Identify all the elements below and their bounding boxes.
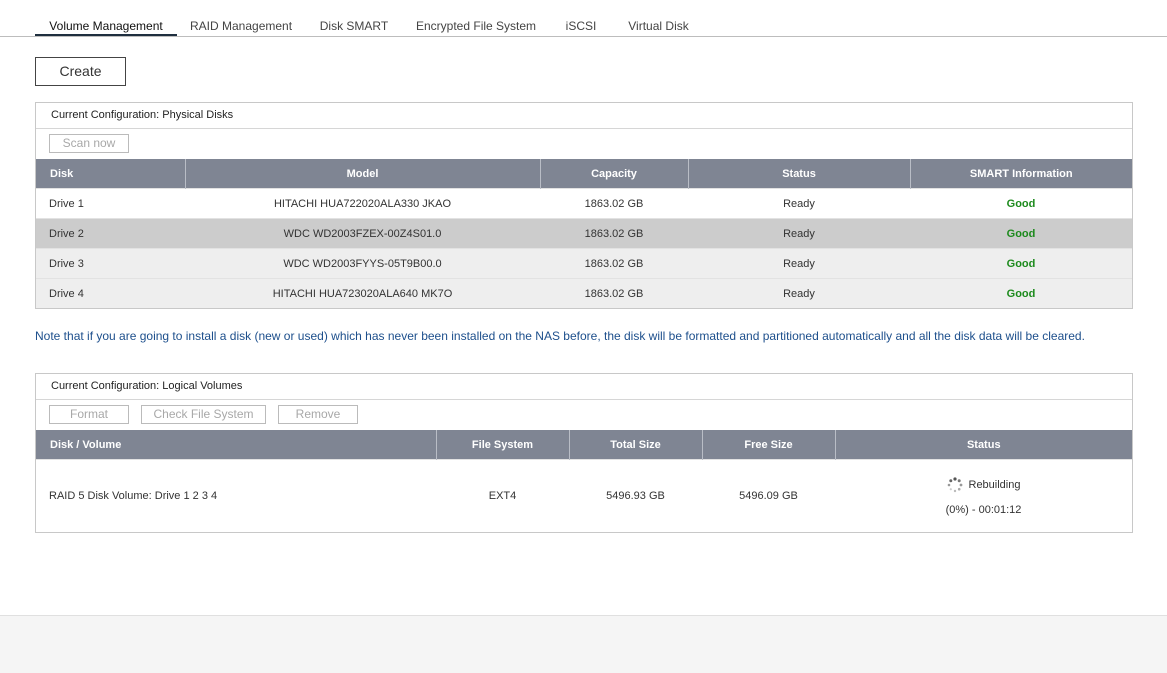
tab-raid-management[interactable]: RAID Management bbox=[190, 19, 293, 33]
column-header-smart[interactable]: SMART Information bbox=[909, 159, 1132, 189]
table-header-row: Disk Model Capacity Status SMART Informa… bbox=[36, 159, 1132, 189]
file-system-cell: EXT4 bbox=[436, 459, 569, 532]
logical-volumes-toolbar: Format Check File System Remove bbox=[36, 400, 1132, 430]
capacity-cell: 1863.02 GB bbox=[540, 278, 688, 308]
rebuild-progress: (0%) - 00:01:12 bbox=[945, 503, 1022, 516]
column-header-volume-status[interactable]: Status bbox=[834, 430, 1132, 460]
table-row[interactable]: RAID 5 Disk Volume: Drive 1 2 3 4 EXT4 5… bbox=[36, 459, 1132, 532]
model-cell: WDC WD2003FYYS-05T9B00.0 bbox=[185, 248, 540, 279]
disk-cell: Drive 2 bbox=[36, 218, 185, 249]
model-cell: HITACHI HUA722020ALA330 JKAO bbox=[185, 188, 540, 219]
smart-cell: Good bbox=[910, 188, 1132, 219]
footer-bar bbox=[0, 615, 1167, 673]
logical-volumes-panel: Current Configuration: Logical Volumes F… bbox=[35, 373, 1133, 533]
scan-now-button[interactable]: Scan now bbox=[49, 134, 129, 153]
smart-cell: Good bbox=[910, 218, 1132, 249]
create-button[interactable]: Create bbox=[35, 57, 126, 86]
column-header-total-size[interactable]: Total Size bbox=[568, 430, 702, 460]
table-row[interactable]: Drive 2 WDC WD2003FZEX-00Z4S01.0 1863.02… bbox=[36, 218, 1132, 249]
format-warning-note: Note that if you are going to install a … bbox=[35, 329, 1085, 343]
table-row[interactable]: Drive 4 HITACHI HUA723020ALA640 MK7O 186… bbox=[36, 278, 1132, 308]
smart-cell: Good bbox=[910, 248, 1132, 279]
tab-disk-smart[interactable]: Disk SMART bbox=[319, 19, 389, 33]
physical-disks-toolbar: Scan now bbox=[36, 129, 1132, 159]
free-size-cell: 5496.09 GB bbox=[702, 459, 835, 532]
volume-cell: RAID 5 Disk Volume: Drive 1 2 3 4 bbox=[36, 459, 436, 532]
status-cell: Ready bbox=[688, 218, 910, 249]
tab-virtual-disk[interactable]: Virtual Disk bbox=[628, 19, 689, 33]
model-cell: HITACHI HUA723020ALA640 MK7O bbox=[185, 278, 540, 308]
rebuild-status-label: Rebuilding bbox=[968, 478, 1021, 491]
tab-iscsi[interactable]: iSCSI bbox=[565, 19, 597, 33]
column-header-volume[interactable]: Disk / Volume bbox=[36, 430, 436, 460]
rebuild-status: Rebuilding bbox=[947, 476, 1021, 493]
column-header-file-system[interactable]: File System bbox=[435, 430, 569, 460]
table-row[interactable]: Drive 1 HITACHI HUA722020ALA330 JKAO 186… bbox=[36, 188, 1132, 219]
status-cell: Ready bbox=[688, 278, 910, 308]
column-header-disk[interactable]: Disk bbox=[36, 159, 185, 189]
capacity-cell: 1863.02 GB bbox=[540, 218, 688, 249]
disk-cell: Drive 3 bbox=[36, 248, 185, 279]
disk-cell: Drive 4 bbox=[36, 278, 185, 308]
physical-disks-table: Disk Model Capacity Status SMART Informa… bbox=[36, 159, 1132, 308]
table-row[interactable]: Drive 3 WDC WD2003FYYS-05T9B00.0 1863.02… bbox=[36, 248, 1132, 279]
table-header-row: Disk / Volume File System Total Size Fre… bbox=[36, 430, 1132, 460]
physical-disks-title: Current Configuration: Physical Disks bbox=[36, 103, 1132, 129]
model-cell: WDC WD2003FZEX-00Z4S01.0 bbox=[185, 218, 540, 249]
column-header-free-size[interactable]: Free Size bbox=[701, 430, 835, 460]
tab-bar: Volume Management RAID Management Disk S… bbox=[0, 0, 1167, 37]
remove-button[interactable]: Remove bbox=[278, 405, 358, 424]
total-size-cell: 5496.93 GB bbox=[569, 459, 702, 532]
status-cell: Ready bbox=[688, 248, 910, 279]
status-cell: Ready bbox=[688, 188, 910, 219]
capacity-cell: 1863.02 GB bbox=[540, 248, 688, 279]
format-button[interactable]: Format bbox=[49, 405, 129, 424]
tab-volume-management[interactable]: Volume Management bbox=[35, 18, 177, 36]
volume-status-cell: Rebuilding (0%) - 00:01:12 bbox=[835, 459, 1132, 532]
capacity-cell: 1863.02 GB bbox=[540, 188, 688, 219]
column-header-capacity[interactable]: Capacity bbox=[539, 159, 688, 189]
column-header-model[interactable]: Model bbox=[184, 159, 540, 189]
logical-volumes-title: Current Configuration: Logical Volumes bbox=[36, 374, 1132, 400]
column-header-status[interactable]: Status bbox=[687, 159, 910, 189]
tab-encrypted-file-system[interactable]: Encrypted File System bbox=[416, 19, 537, 33]
loading-spinner-icon bbox=[947, 476, 963, 493]
logical-volumes-table: Disk / Volume File System Total Size Fre… bbox=[36, 430, 1132, 532]
smart-cell: Good bbox=[910, 278, 1132, 308]
disk-cell: Drive 1 bbox=[36, 188, 185, 219]
physical-disks-panel: Current Configuration: Physical Disks Sc… bbox=[35, 102, 1133, 309]
check-file-system-button[interactable]: Check File System bbox=[141, 405, 266, 424]
